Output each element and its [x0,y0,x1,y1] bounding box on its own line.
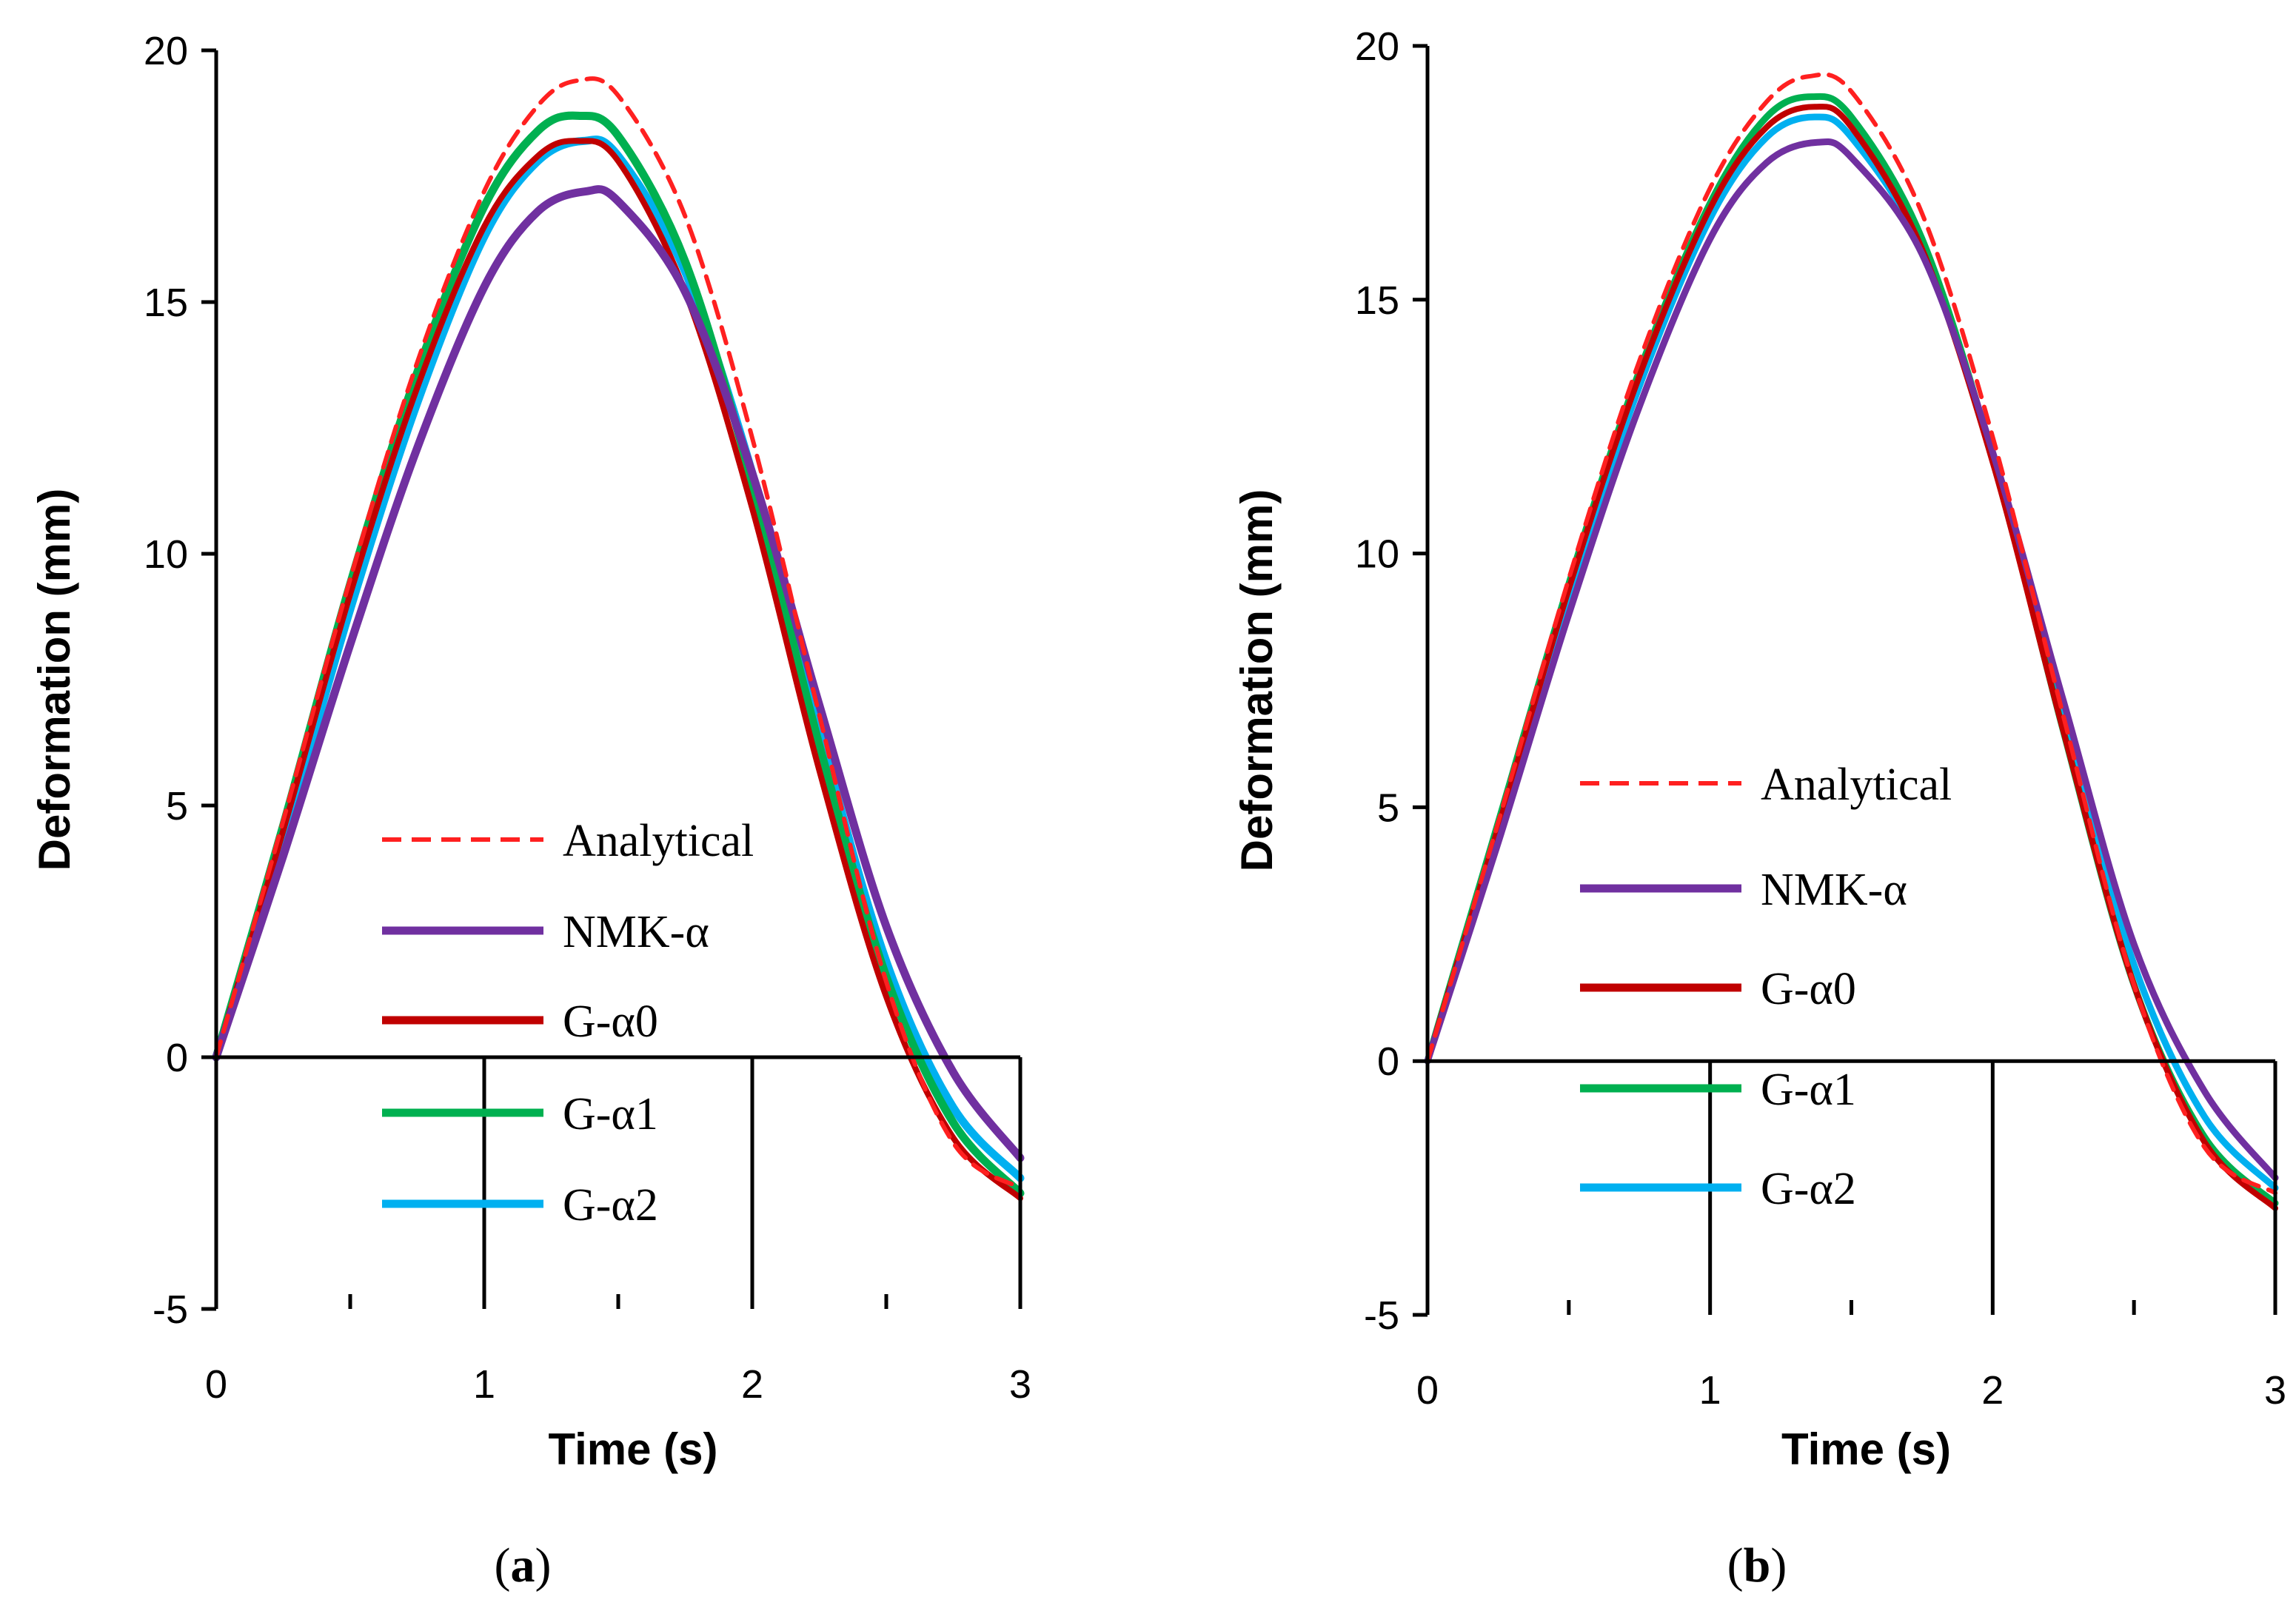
panel-caption: (b) [1727,1538,1787,1592]
legend-label: G-α0 [563,997,658,1047]
x-tick-label: 0 [1416,1368,1439,1413]
panel-caption: (a) [495,1538,552,1592]
caption-close: ) [1770,1538,1787,1592]
x-axis-title: Time (s) [1781,1424,1951,1474]
y-axis-title: Deformation (mm) [30,489,79,871]
legend-label: NMK-α [563,907,709,957]
x-tick-label: 3 [2264,1368,2286,1413]
chart-panel-a: -5 0 5 10 15 20 0 1 2 3 Deformation (mm) Time (s) An… [30,29,1031,1592]
series-line-analytical [214,76,1023,1190]
y-tick-label: 0 [1377,1039,1399,1084]
legend-label: NMK-α [1761,865,1907,915]
x-tick-label: 2 [1981,1368,2004,1413]
legend-label: G-α2 [563,1180,658,1230]
legend-label: G-α1 [563,1089,658,1139]
legend: Analytical NMK-α G-α0 G-α1 G-α2 [1580,760,1952,1214]
caption-letter: a [511,1538,535,1592]
y-tick-label: 5 [166,784,188,828]
y-tick-label: 15 [144,281,188,325]
caption-letter: b [1744,1538,1771,1592]
series-line-nmk-α [212,185,1025,1162]
legend-label: Analytical [1761,760,1952,810]
y-tick-label: -5 [1364,1293,1399,1338]
y-axis-title: Deformation (mm) [1232,489,1282,872]
y-tick-label: 10 [144,532,188,577]
x-tick-label: 3 [1009,1362,1031,1407]
y-tick-label: 20 [144,29,188,73]
y-tick-label: 15 [1355,278,1399,323]
legend-label: G-α1 [1761,1065,1856,1115]
x-tick-label: 0 [205,1362,227,1407]
y-tick-label: 20 [1355,24,1399,69]
y-tick-label: -5 [153,1287,188,1332]
chart-panel-b: -5 0 5 10 15 20 0 1 2 3 Deformation (mm) Time (s) An… [1232,24,2286,1592]
x-tick-label: 1 [473,1362,495,1407]
legend-label: G-α0 [1761,964,1856,1014]
legend-label: G-α2 [1761,1164,1856,1214]
y-tick-label: 10 [1355,532,1399,577]
legend-label: Analytical [563,816,754,866]
series-line-g-α0 [213,138,1023,1202]
legend: Analytical NMK-α G-α0 G-α1 G-α2 [382,816,754,1230]
y-tick-label: 5 [1377,786,1399,830]
x-tick-label: 2 [741,1362,763,1407]
caption-open: ( [1727,1538,1744,1592]
y-tick-label: 0 [166,1036,188,1080]
caption-open: ( [495,1538,511,1592]
series-line-nmk-α [1424,138,2279,1182]
x-axis-title: Time (s) [549,1424,718,1474]
series-line-analytical [1425,72,2277,1196]
caption-close: ) [535,1538,552,1592]
series-line-g-α2 [212,135,1025,1182]
x-tick-label: 1 [1699,1368,1721,1413]
